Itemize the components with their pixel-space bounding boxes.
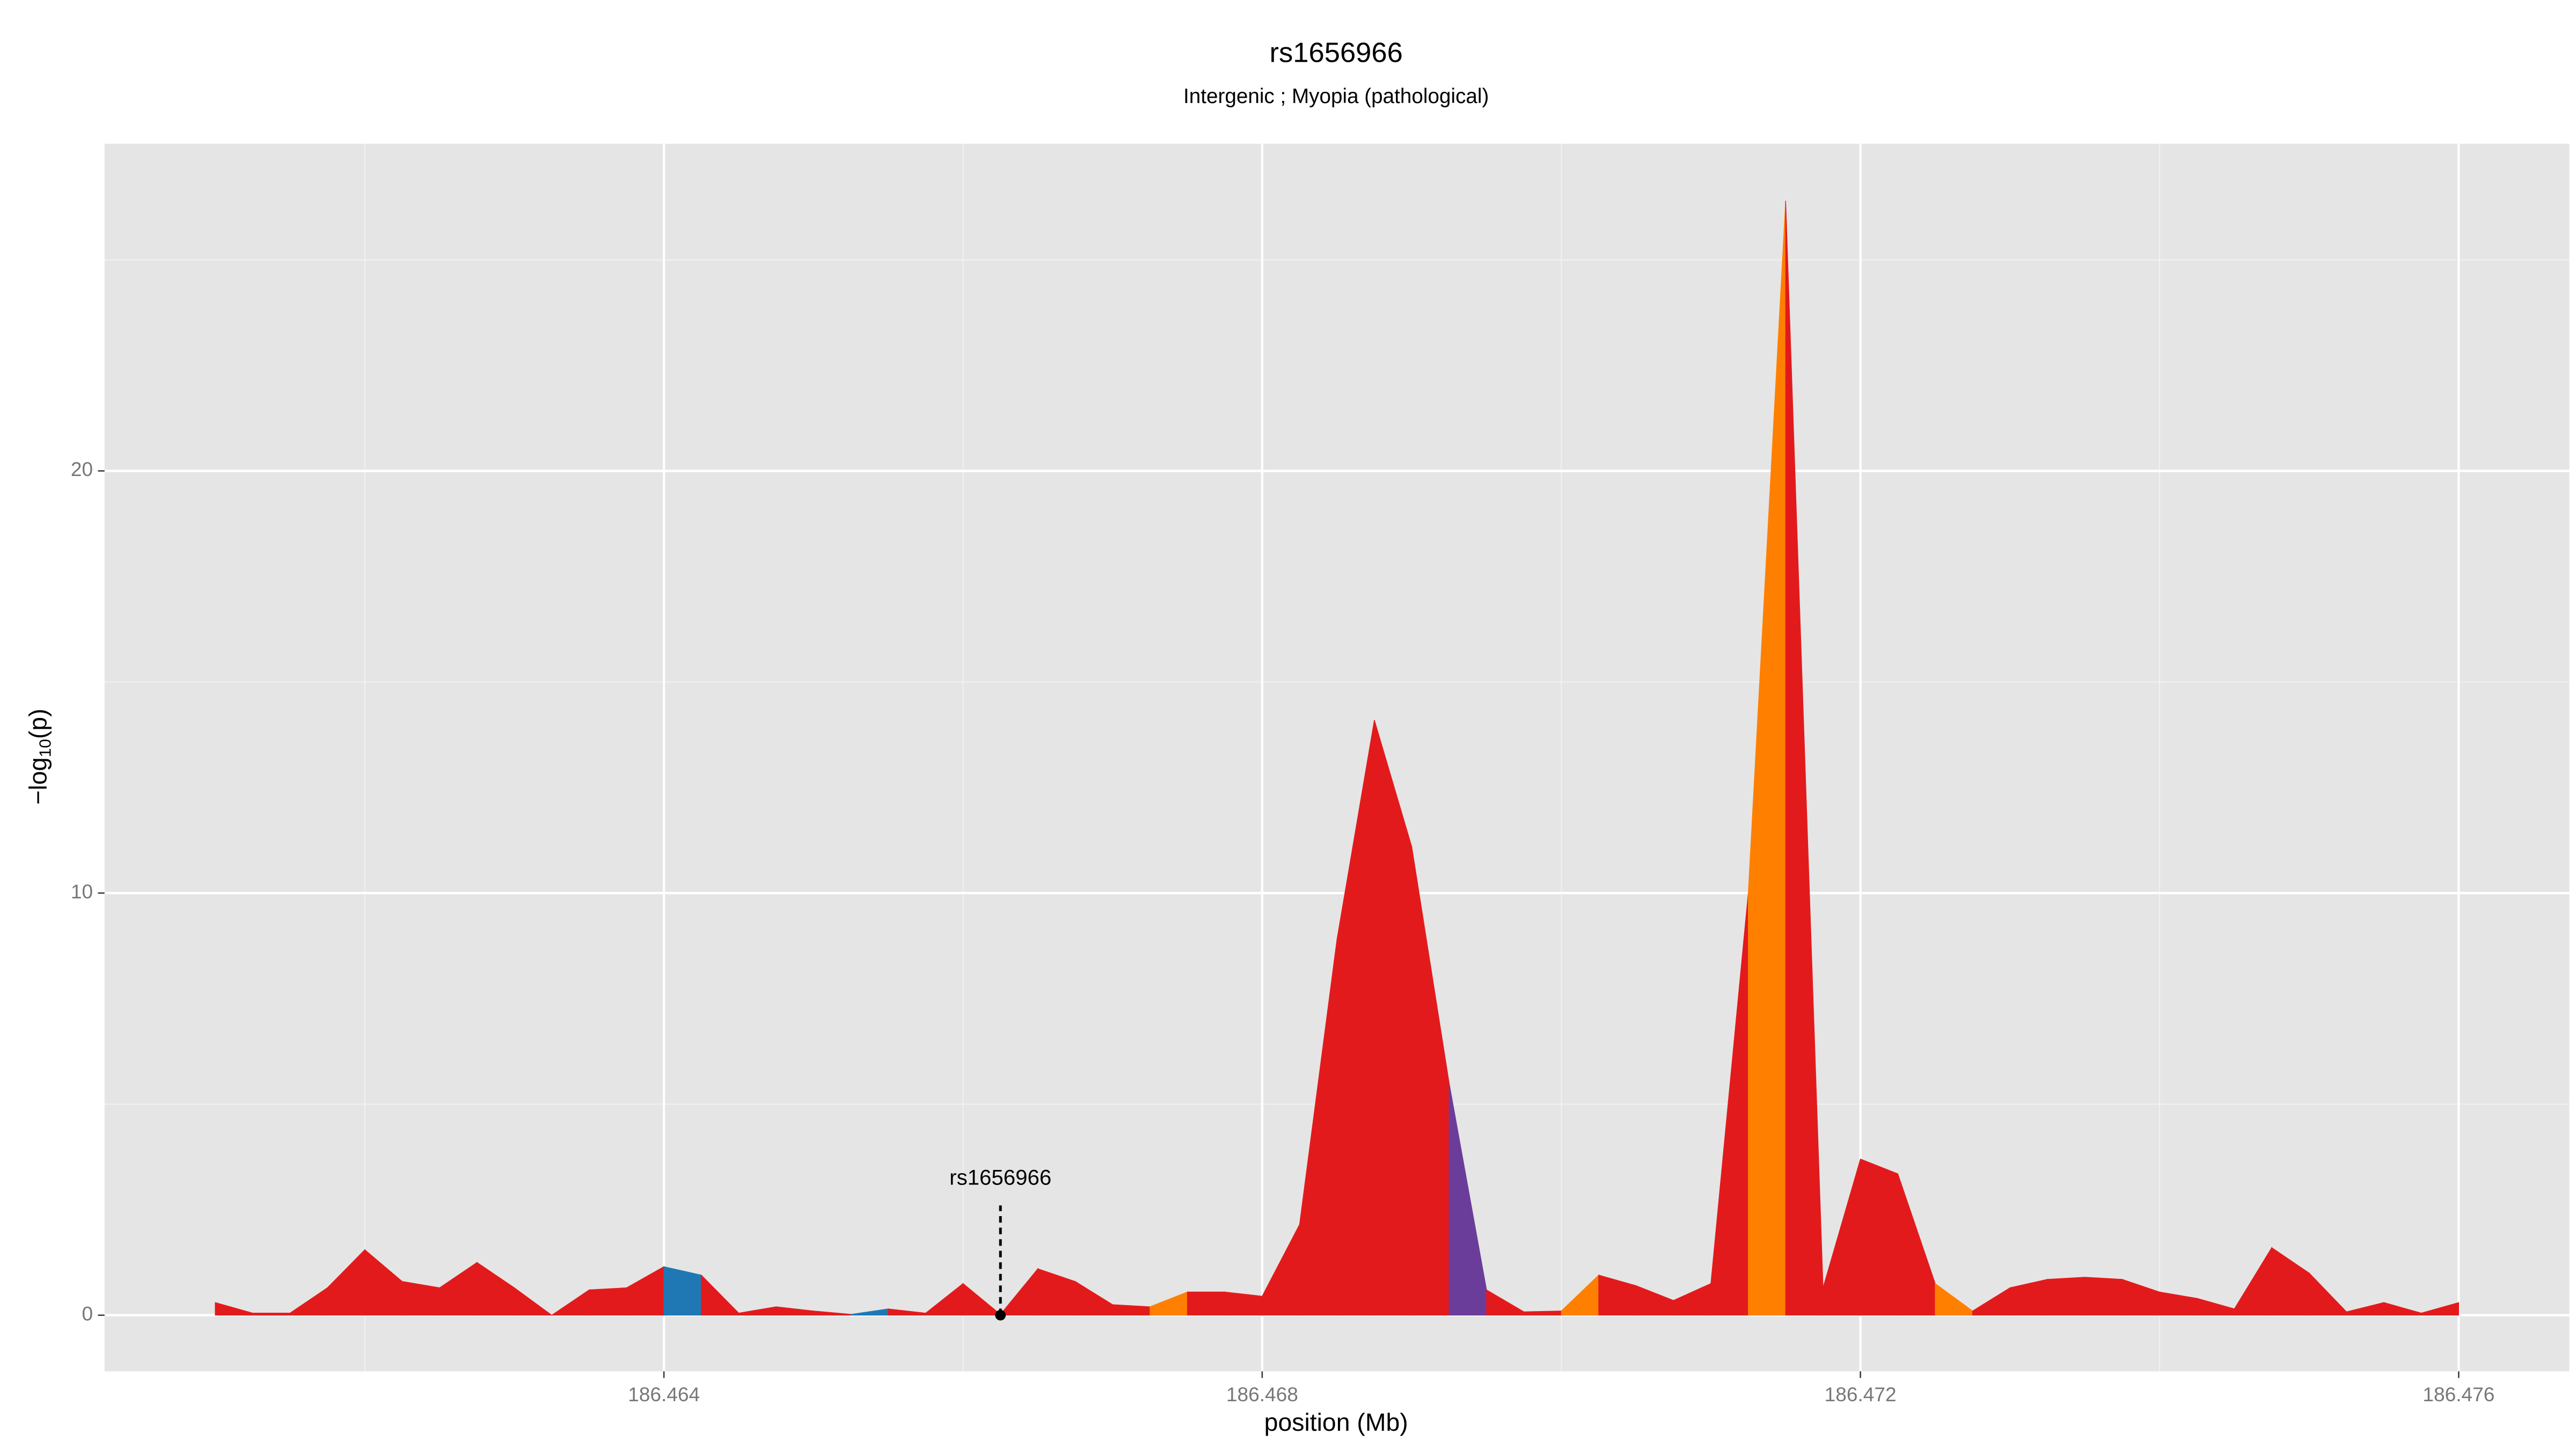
area-segment xyxy=(401,1281,440,1316)
area-segment xyxy=(663,1266,702,1316)
area-segment xyxy=(252,1313,291,1316)
area-segment xyxy=(1187,1291,1225,1316)
x-tick-label: 186.464 xyxy=(628,1383,700,1406)
area-segment xyxy=(514,1287,553,1316)
area-segment xyxy=(2421,1302,2460,1316)
area-segment xyxy=(1860,1158,1898,1316)
chart-title: rs1656966 xyxy=(1269,38,1402,69)
chart-subtitle: Intergenic ; Myopia (pathological) xyxy=(1183,85,1489,108)
x-axis-label: position (Mb) xyxy=(1264,1408,1408,1436)
area-segment xyxy=(589,1287,627,1316)
annotation-label: rs1656966 xyxy=(949,1166,1051,1190)
area-segment xyxy=(2084,1277,2123,1316)
y-label-main: −log xyxy=(24,757,52,805)
y-tick-label: 10 xyxy=(71,880,93,903)
area-segment xyxy=(1523,1311,1562,1316)
annotation-point xyxy=(995,1309,1006,1321)
y-label-subscript: 10 xyxy=(36,739,55,757)
area-segment xyxy=(2047,1277,2085,1316)
x-tick-label: 186.472 xyxy=(1825,1383,1897,1406)
area-segment xyxy=(1112,1304,1151,1316)
area-segment xyxy=(1224,1291,1263,1316)
x-tick-label: 186.476 xyxy=(2423,1383,2494,1406)
y-label-suffix: (p) xyxy=(24,708,52,738)
y-tick-label: 0 xyxy=(82,1302,93,1325)
x-tick-label: 186.468 xyxy=(1226,1383,1298,1406)
y-tick-label: 20 xyxy=(71,458,93,480)
y-axis-label: −log10(p) xyxy=(24,708,54,804)
